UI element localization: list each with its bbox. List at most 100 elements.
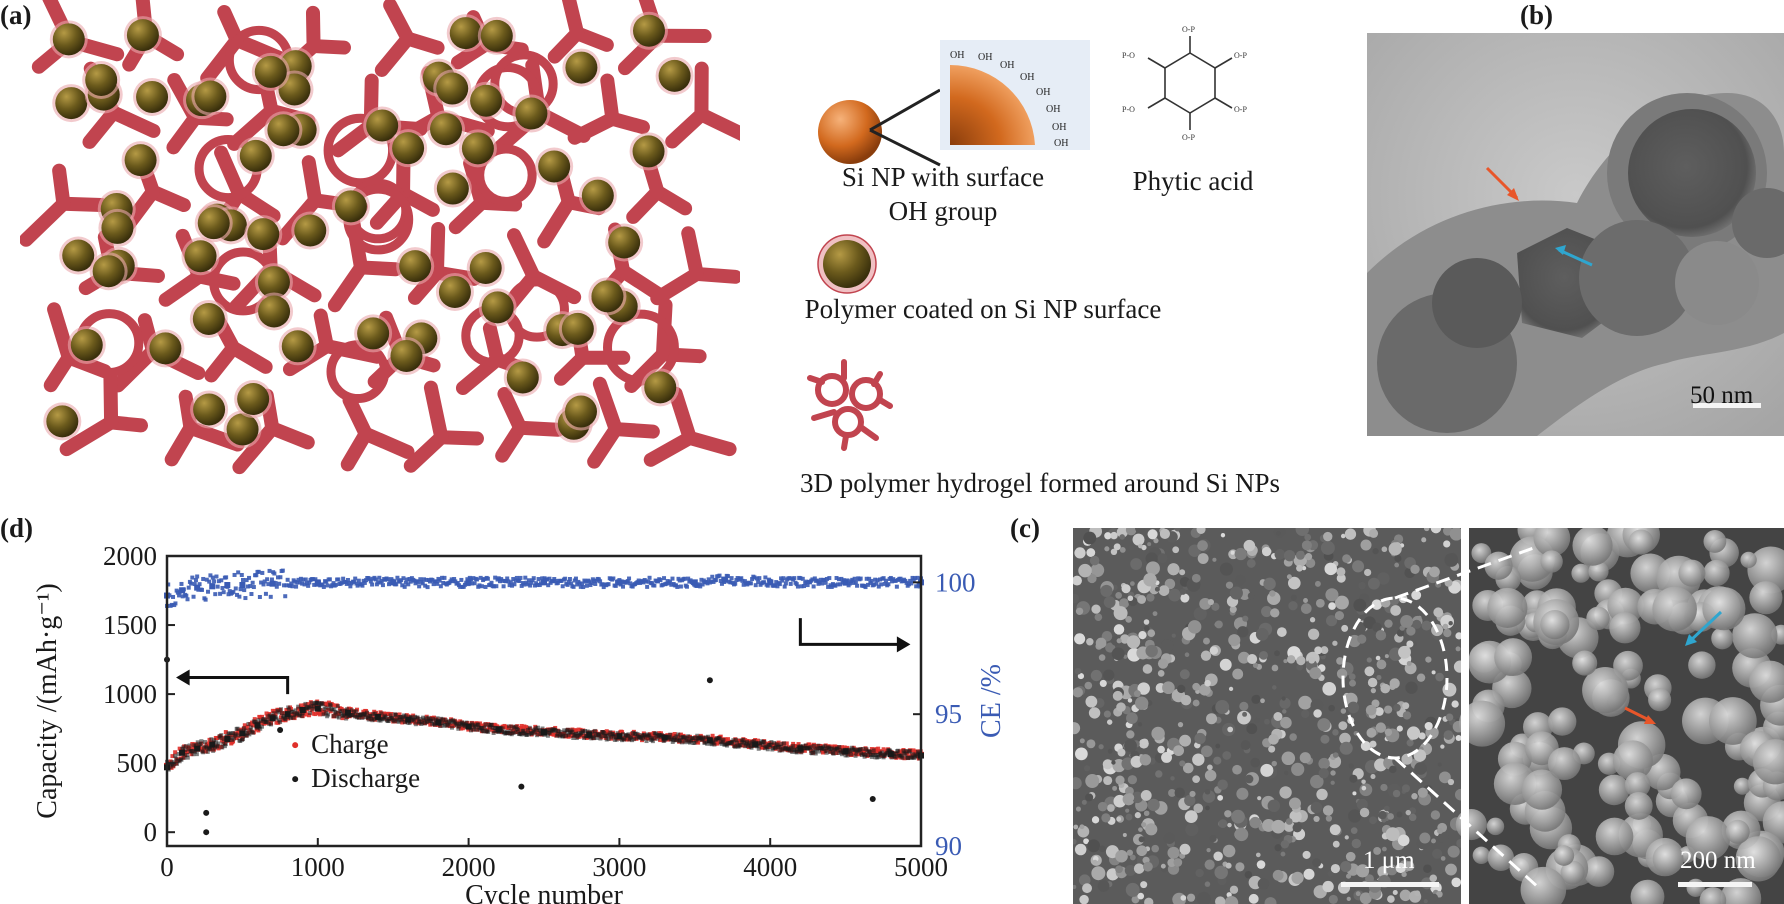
data-point-dense (185, 755, 190, 760)
data-point-dense (399, 578, 404, 583)
data-point-dense (741, 737, 746, 742)
data-point-dense (699, 577, 704, 582)
data-point-dense (501, 584, 506, 589)
data-point-dense (249, 592, 254, 597)
data-point-dense (828, 749, 833, 754)
data-point-dense (278, 575, 283, 580)
data-point-dense (795, 584, 800, 589)
data-point-dense (435, 716, 440, 721)
data-point-dense (472, 581, 477, 586)
data-point-dense (849, 752, 854, 757)
data-point-dense (393, 713, 398, 718)
data-point-dense (287, 707, 292, 712)
data-point-dense (755, 743, 760, 748)
data-point-dense (260, 714, 265, 719)
data-point-dense (186, 585, 191, 590)
data-point-dense (247, 732, 252, 737)
data-point-dense (584, 734, 589, 739)
data-point-dense (482, 576, 487, 581)
data-point-dense (218, 591, 223, 596)
hydrogel-network-illustration (20, 0, 740, 475)
arrow-cyan-icon-c (1688, 610, 1723, 643)
scalebar-c-left (1341, 882, 1439, 887)
data-point-dense (739, 576, 744, 581)
data-point-dense (424, 577, 429, 582)
data-point-dense (243, 728, 248, 733)
data-point-dense (796, 742, 801, 747)
data-point-dense (327, 577, 332, 582)
data-point-dense (805, 583, 810, 588)
data-point-dense (344, 716, 349, 721)
data-point-dense (345, 577, 350, 582)
data-point-dense (290, 709, 295, 714)
data-point-dense (394, 582, 399, 587)
data-point-dense (302, 582, 307, 587)
data-point-dense (368, 713, 373, 718)
y-axis-label: Capacity /(mAh·g⁻¹) (32, 583, 63, 818)
data-point-dense (731, 738, 736, 743)
data-point-dense (752, 575, 757, 580)
data-point-dense (841, 750, 846, 755)
data-point-dense (858, 747, 863, 752)
data-point-dense (676, 732, 681, 737)
data-point-dense (841, 578, 846, 583)
data-point-dense (658, 738, 663, 743)
data-point-dense (265, 577, 270, 582)
data-point-dense (838, 748, 843, 753)
data-point-dense (315, 582, 320, 587)
data-point-dense (866, 753, 871, 758)
data-point-dense (830, 746, 835, 751)
data-point-dense (916, 751, 921, 756)
data-point-dense (894, 751, 899, 756)
data-point-dense (260, 724, 265, 729)
data-point-dense (233, 732, 238, 737)
data-point-dense (725, 737, 730, 742)
data-point-dense (514, 575, 519, 580)
data-point-dense (779, 576, 784, 581)
data-point-dense (223, 730, 228, 735)
data-point-dense (569, 581, 574, 586)
data-point-dense (826, 584, 831, 589)
data-point-dense (373, 711, 378, 716)
data-point-dense (561, 734, 566, 739)
data-point-dense (471, 727, 476, 732)
data-point-dense (174, 761, 179, 766)
data-point-dense (231, 589, 236, 594)
data-point-dense (458, 584, 463, 589)
data-point-dense (303, 577, 308, 582)
data-point-dense (836, 577, 841, 582)
data-point-dense (251, 585, 256, 590)
data-point-dense (881, 576, 886, 581)
data-point-dense (863, 752, 868, 757)
data-point-dense (258, 726, 263, 731)
data-point-dense (362, 580, 367, 585)
data-point-dense (831, 751, 836, 756)
capacity-ce-chart: 0 1000 2000 3000 4000 5000 0 500 1000 1500 2000 90 9… (32, 541, 1007, 904)
data-point-dense (622, 736, 627, 741)
data-point (194, 584, 201, 591)
data-point-dense (725, 743, 730, 748)
data-point-dense (295, 580, 300, 585)
data-point (239, 730, 246, 737)
data-point-dense (300, 711, 305, 716)
data-point-dense (256, 718, 261, 723)
data-point-dense (477, 583, 482, 588)
data-point-dense (170, 754, 175, 759)
data-point-dense (519, 583, 524, 588)
data-point-dense (541, 729, 546, 734)
data-point-dense (464, 720, 469, 725)
data-point-dense (215, 744, 220, 749)
data-point-dense (241, 736, 246, 741)
data-point-dense (791, 741, 796, 746)
data-point-dense (222, 737, 227, 742)
data-point-dense (593, 581, 598, 586)
data-point-dense (423, 583, 428, 588)
data-point-dense (754, 576, 759, 581)
data-point-dense (526, 727, 531, 732)
data-point-dense (213, 592, 218, 597)
data-point-dense (910, 752, 915, 757)
data-point-dense (470, 581, 475, 586)
data-point-dense (215, 584, 220, 589)
svg-text:OH: OH (1036, 87, 1050, 98)
data-point-dense (198, 742, 203, 747)
